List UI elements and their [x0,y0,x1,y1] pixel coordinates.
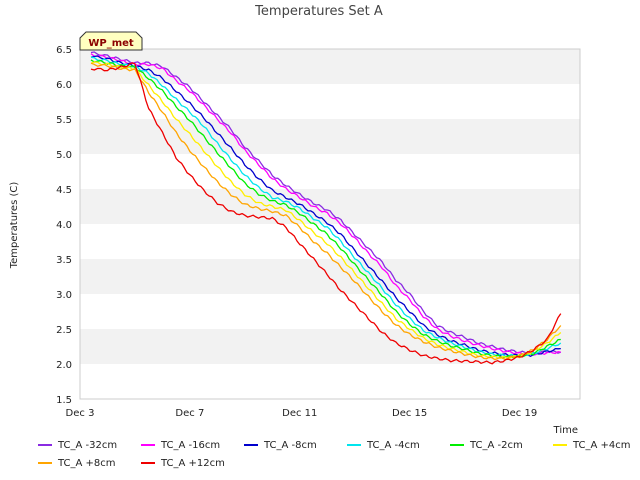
series-line-tc-a-4cm [90,61,562,360]
grid-band [80,259,580,294]
plot-area-border [79,48,581,400]
y-tick-label: 1.5 [56,395,72,406]
legend-label: TC_A -8cm [264,439,317,451]
grid-band [80,294,580,329]
legend-swatch [244,444,258,446]
y-tick-label: 2.5 [56,325,72,336]
grid-band [80,329,580,364]
legend-row: TC_A +8cm TC_A +12cm [38,454,628,472]
legend-label: TC_A +8cm [58,457,116,469]
x-tick-label: Dec 7 [175,408,204,419]
series-line-tc-a-8cm [90,55,561,358]
legend-swatch [141,462,155,464]
wp-met-badge-shape [79,31,143,51]
y-tick-label: 3.5 [56,255,72,266]
y-axis-label: Temperatures (C) [9,182,20,270]
legend-swatch [38,462,52,464]
legend-row: TC_A -32cm TC_A -16cm TC_A -8cm TC_A -4cm TC… [38,436,631,454]
grid-band [80,49,580,84]
grid-band [80,119,580,154]
chart-title: Temperatures Set A [254,4,383,19]
legend-item: TC_A +4cm [553,440,640,451]
wp-met-badge: WP_met [79,31,143,51]
y-tick-label: 3.0 [56,290,72,301]
wp-met-label: WP_met [88,38,134,49]
grid-band [80,364,580,399]
series-line-tc-a-16cm [90,53,561,356]
series-line-tc-a-4cm [90,56,562,358]
legend-label: TC_A +12cm [161,457,225,469]
y-tick-label: 4.0 [56,220,72,231]
y-tick-label: 4.5 [56,185,72,196]
grid-band [80,189,580,224]
legend-item: TC_A +12cm [141,458,244,469]
legend-item: TC_A -32cm [38,440,141,451]
legend-swatch [38,444,52,446]
grid-band [80,154,580,189]
legend-swatch [553,444,567,446]
series-line-tc-a-8cm [90,62,562,361]
legend-label: TC_A -32cm [58,439,118,451]
legend-item: TC_A +8cm [38,458,141,469]
legend-swatch [450,444,464,446]
series-line-tc-a-32cm [90,51,562,355]
legend-label: TC_A -4cm [367,439,420,451]
legend-label: TC_A -16cm [161,439,221,451]
legend-item: TC_A -4cm [347,440,450,451]
legend-swatch [141,444,155,446]
y-tick-label: 5.0 [56,150,72,161]
x-tick-label: Dec 15 [392,408,427,419]
y-tick-label: 6.5 [56,45,72,56]
x-tick-label: Dec 19 [502,408,537,419]
y-tick-label: 5.5 [56,115,72,126]
x-axis-label: Time [553,425,578,436]
legend-label: TC_A -2cm [470,439,523,451]
chart-legend: TC_A -32cm TC_A -16cm TC_A -8cm TC_A -4cm TC… [38,436,631,472]
x-tick-label: Dec 11 [282,408,317,419]
x-tick-label: Dec 3 [66,408,95,419]
y-tick-label: 6.0 [56,80,72,91]
series-line-tc-a-12cm [90,62,562,365]
legend-item: TC_A -16cm [141,440,244,451]
legend-swatch [347,444,361,446]
legend-label: TC_A +4cm [573,439,631,451]
y-tick-label: 2.0 [56,360,72,371]
legend-item: TC_A -2cm [450,440,553,451]
legend-item: TC_A -8cm [244,440,347,451]
